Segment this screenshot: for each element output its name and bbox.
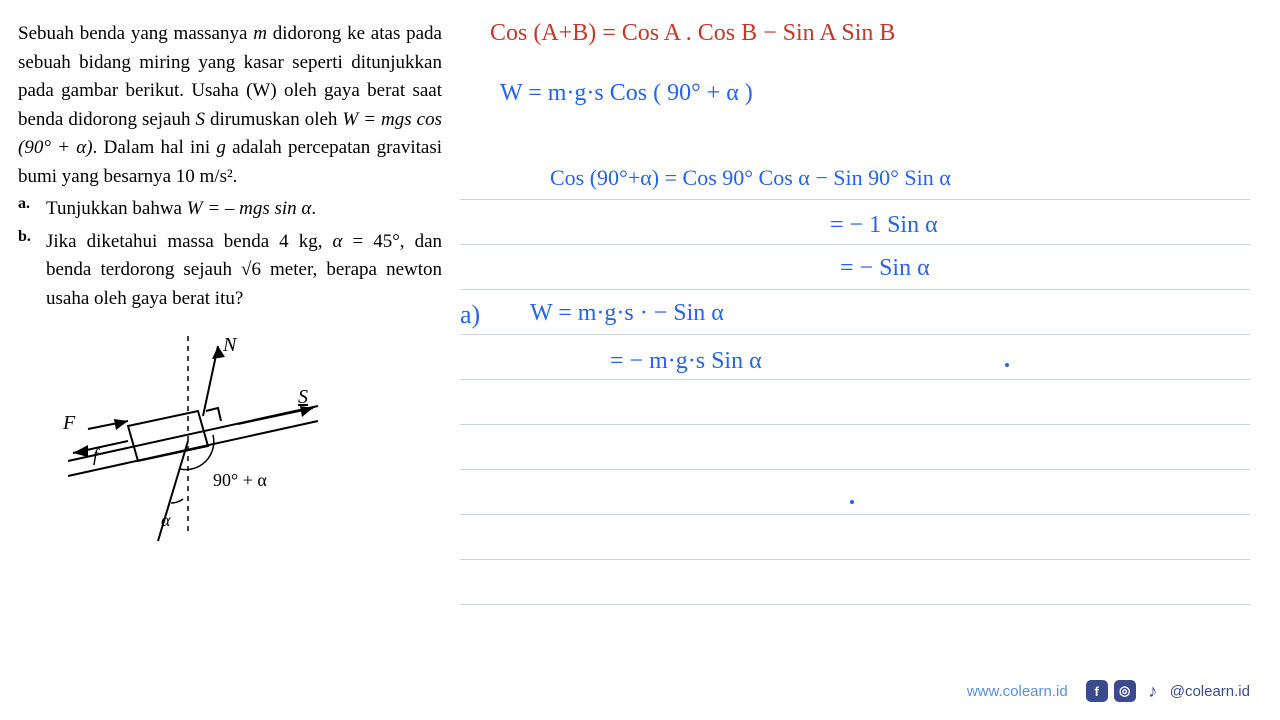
intro-m: m (253, 23, 267, 44)
footer-handle: @colearn.id (1170, 683, 1250, 700)
intro-text-3: dirumuskan oleh (205, 109, 342, 130)
item-a-formula: W = – mgs sin α (187, 198, 312, 219)
intro-S: S (196, 109, 206, 130)
diagram-label-angle: 90° + α (213, 470, 267, 490)
tiktok-icon: ♪ (1142, 680, 1164, 702)
social-icons-group: f ◎ ♪ @colearn.id (1086, 680, 1250, 702)
formula-cos-sum: Cos (A+B) = Cos A . Cos B − Sin A Sin B (490, 20, 895, 47)
item-b-text-1: Jika diketahui massa benda 4 kg, (46, 231, 332, 252)
item-b-label: b. (18, 228, 46, 314)
item-b-alpha: α (332, 231, 342, 252)
intro-g: g (216, 137, 226, 158)
diagram-svg: N F f S 90° + α α (58, 331, 358, 551)
part-a-line2: = − m·g·s Sin α (610, 348, 762, 375)
intro-text-1: Sebuah benda yang massanya (18, 23, 253, 44)
item-a: a. Tunjukkan bahwa W = – mgs sin α. (18, 195, 442, 224)
diagram-label-F: F (62, 412, 76, 434)
item-a-text: Tunjukkan bahwa (46, 198, 187, 219)
dot-1 (1005, 363, 1009, 367)
item-b: b. Jika diketahui massa benda 4 kg, α = … (18, 228, 442, 314)
footer-url: www.colearn.id (967, 683, 1068, 700)
worked-solution-panel: Cos (A+B) = Cos A . Cos B − Sin A Sin B … (460, 0, 1280, 720)
inclined-plane-diagram: N F f S 90° + α α (18, 331, 442, 556)
problem-panel: Sebuah benda yang massanya m didorong ke… (0, 0, 460, 720)
item-a-label: a. (18, 195, 46, 224)
problem-intro: Sebuah benda yang massanya m didorong ke… (18, 20, 442, 191)
intro-text-4: . Dalam hal ini (93, 137, 217, 158)
instagram-icon: ◎ (1114, 680, 1136, 702)
dot-2 (850, 500, 854, 504)
item-a-end: . (311, 198, 316, 219)
diagram-label-S: S (298, 386, 308, 408)
simplify-2: = − Sin α (840, 255, 930, 282)
part-a-line1: W = m·g·s · − Sin α (530, 300, 724, 327)
part-a-label: a) (460, 300, 480, 330)
simplify-1: = − 1 Sin α (830, 212, 938, 239)
expand-cos: Cos (90°+α) = Cos 90° Cos α − Sin 90° Si… (550, 165, 951, 191)
facebook-icon: f (1086, 680, 1108, 702)
formula-work: W = m·g·s Cos ( 90° + α ) (500, 80, 753, 107)
diagram-label-alpha: α (161, 510, 171, 530)
diagram-label-N: N (222, 334, 238, 356)
footer: www.colearn.id f ◎ ♪ @colearn.id (967, 680, 1250, 702)
